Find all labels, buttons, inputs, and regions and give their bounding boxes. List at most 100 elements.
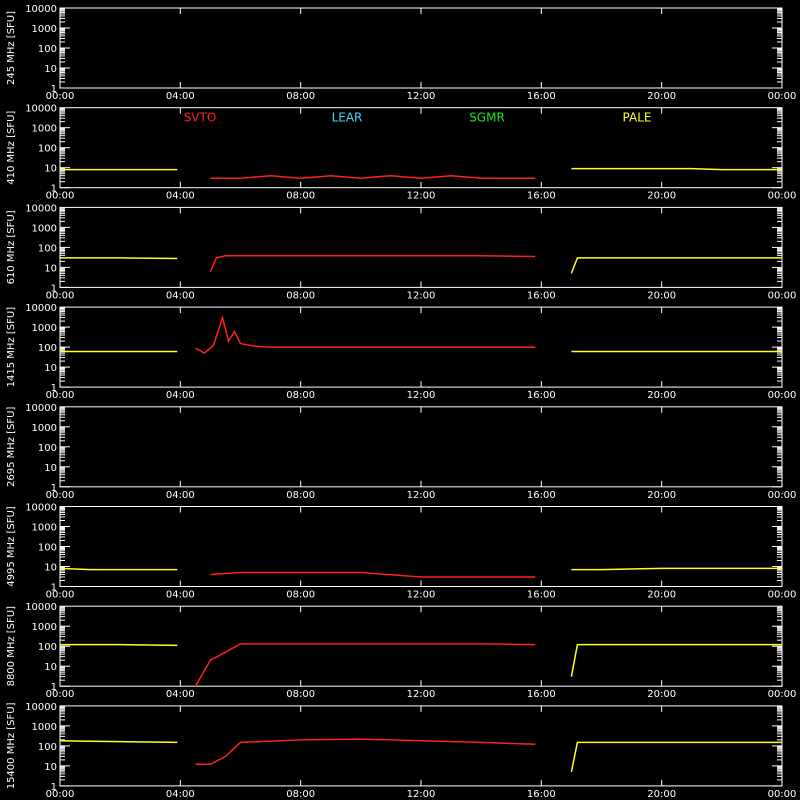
x-tick-label: 20:00 — [647, 390, 676, 401]
y-tick-label: 10000 — [25, 702, 57, 713]
y-tick-label: 1000 — [32, 223, 57, 234]
series-line-svto — [195, 314, 536, 355]
panel-frame — [59, 206, 783, 288]
x-tick-label: 12:00 — [407, 490, 436, 501]
y-tick-label: 10000 — [25, 602, 57, 613]
x-tick-label: 00:00 — [768, 390, 797, 401]
series-line-svto — [209, 255, 536, 273]
y-tick-label: 1 — [51, 682, 57, 693]
x-tick-label: 08:00 — [286, 191, 315, 202]
y-tick-label: 10 — [44, 563, 57, 574]
legend-sgmr: SGMR — [469, 111, 505, 125]
x-tick-label: 04:00 — [166, 91, 195, 102]
x-tick-label: 04:00 — [166, 590, 195, 601]
y-tick-label: 100 — [38, 343, 57, 354]
y-tick-label: 1 — [51, 283, 57, 294]
y-tick-label: 1000 — [32, 124, 57, 135]
x-tick-label: 16:00 — [527, 390, 556, 401]
series-line-pale — [570, 643, 782, 677]
y-axis-label: 1415 MHz [SFU] — [6, 307, 17, 388]
panel-frame — [59, 705, 783, 787]
x-tick-label: 00:00 — [768, 689, 797, 700]
x-tick-label: 12:00 — [407, 290, 436, 301]
x-tick-label: 20:00 — [647, 191, 676, 202]
y-tick-label: 1 — [51, 184, 57, 195]
x-tick-label: 16:00 — [527, 191, 556, 202]
x-tick-label: 00:00 — [46, 91, 75, 102]
y-tick-label: 1 — [51, 383, 57, 394]
x-tick-label: 16:00 — [527, 91, 556, 102]
y-tick-label: 1000 — [32, 423, 57, 434]
x-tick-label: 12:00 — [407, 191, 436, 202]
legend-pale: PALE — [623, 111, 652, 125]
x-tick-label: 00:00 — [768, 789, 797, 800]
panel-frame — [59, 107, 783, 189]
y-axis-label: 8800 MHz [SFU] — [6, 606, 17, 687]
x-tick-label: 00:00 — [46, 590, 75, 601]
x-tick-label: 20:00 — [647, 689, 676, 700]
y-axis-label: 610 MHz [SFU] — [6, 210, 17, 284]
y-tick-label: 1000 — [32, 24, 57, 35]
series-line-pale — [59, 567, 178, 571]
x-tick-label: 08:00 — [286, 490, 315, 501]
panel-frame — [59, 506, 783, 587]
y-axis-label: 245 MHz [SFU] — [6, 11, 17, 85]
x-tick-label: 20:00 — [647, 290, 676, 301]
y-tick-label: 10 — [44, 762, 57, 773]
y-tick-label: 1 — [51, 583, 57, 594]
y-tick-label: 1000 — [32, 523, 57, 534]
series-line-svto — [210, 174, 536, 179]
x-tick-label: 08:00 — [286, 390, 315, 401]
y-tick-label: 1 — [51, 782, 57, 793]
x-tick-label: 00:00 — [768, 590, 797, 601]
x-tick-label: 00:00 — [768, 91, 797, 102]
y-tick-label: 100 — [38, 742, 57, 753]
y-tick-label: 10 — [44, 463, 57, 474]
x-tick-label: 04:00 — [166, 290, 195, 301]
x-tick-label: 08:00 — [286, 789, 315, 800]
y-tick-label: 10000 — [25, 503, 57, 514]
x-tick-label: 00:00 — [768, 490, 797, 501]
series-line-svto — [194, 643, 536, 687]
x-tick-label: 00:00 — [46, 689, 75, 700]
y-tick-label: 10000 — [25, 303, 57, 314]
y-tick-label: 10 — [44, 164, 57, 175]
y-tick-label: 10000 — [25, 203, 57, 214]
panel-frame — [59, 406, 783, 488]
y-axis-label: 4995 MHz [SFU] — [6, 506, 17, 587]
x-tick-label: 04:00 — [166, 689, 195, 700]
y-axis-label: 15400 MHz [SFU] — [6, 702, 17, 789]
series-line-pale — [570, 741, 782, 773]
y-tick-label: 100 — [38, 642, 57, 653]
y-axis-label: 2695 MHz [SFU] — [6, 406, 17, 487]
x-tick-label: 16:00 — [527, 490, 556, 501]
series-line-pale — [571, 167, 782, 171]
y-tick-label: 100 — [38, 44, 57, 55]
x-tick-label: 08:00 — [286, 590, 315, 601]
x-tick-label: 08:00 — [286, 290, 315, 301]
y-tick-label: 100 — [38, 443, 57, 454]
x-tick-label: 12:00 — [407, 689, 436, 700]
series-line-pale — [570, 257, 782, 274]
y-tick-label: 10 — [44, 263, 57, 274]
y-axis-label: 410 MHz [SFU] — [6, 111, 17, 185]
y-tick-label: 10 — [44, 662, 57, 673]
x-tick-label: 00:00 — [46, 191, 75, 202]
x-tick-label: 12:00 — [407, 390, 436, 401]
series-line-svto — [195, 738, 536, 766]
panel-frame — [59, 7, 783, 89]
series-line-pale — [60, 643, 178, 647]
x-tick-label: 00:00 — [46, 290, 75, 301]
x-tick-label: 04:00 — [166, 490, 195, 501]
legend-lear: LEAR — [332, 111, 363, 125]
y-tick-label: 1000 — [32, 622, 57, 633]
x-tick-label: 12:00 — [407, 91, 436, 102]
legend-svto: SVTO — [184, 111, 217, 125]
y-tick-label: 1 — [51, 84, 57, 95]
x-tick-label: 12:00 — [407, 590, 436, 601]
panel-frame — [59, 605, 783, 687]
y-tick-label: 1000 — [32, 722, 57, 733]
x-tick-label: 08:00 — [286, 689, 315, 700]
x-tick-label: 00:00 — [46, 789, 75, 800]
y-tick-label: 10 — [44, 363, 57, 374]
